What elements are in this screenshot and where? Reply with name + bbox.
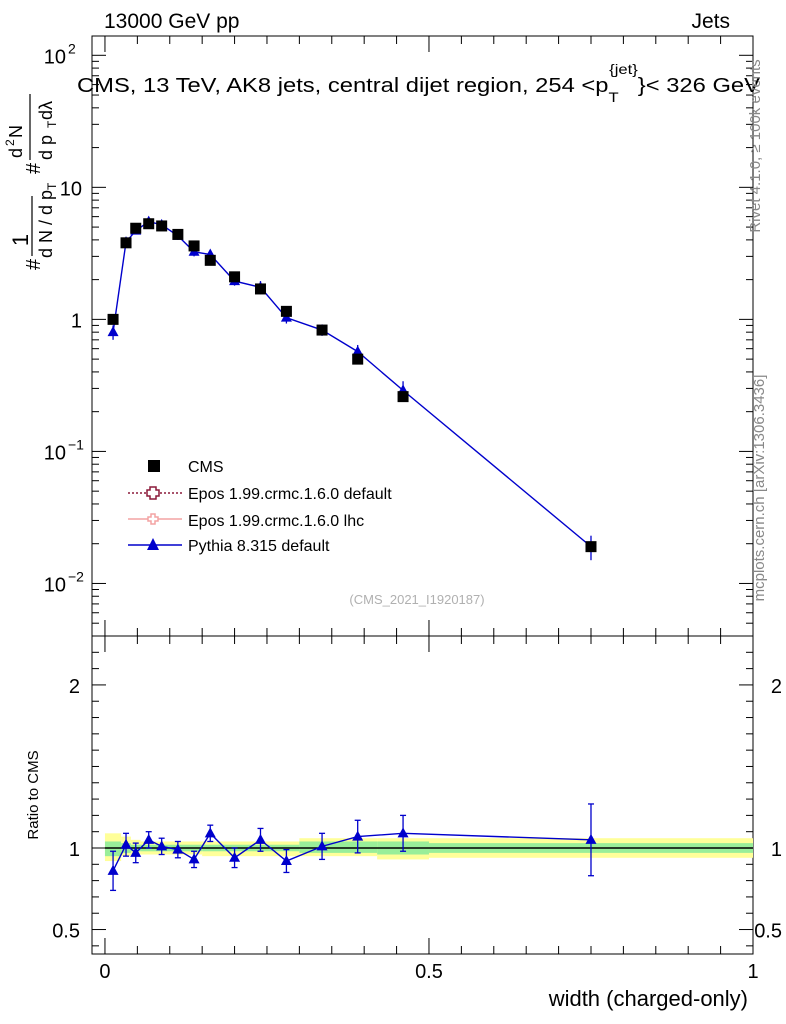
main-y-label: # 1 d N / d p T # d 2 N d p T d λ bbox=[3, 94, 59, 270]
svg-text:d: d bbox=[36, 110, 56, 120]
cms-point bbox=[204, 254, 216, 266]
ratio-point bbox=[143, 833, 155, 844]
y-tick-exponent: 2 bbox=[68, 40, 76, 56]
pythia-point bbox=[107, 326, 119, 337]
svg-text:T: T bbox=[45, 120, 59, 128]
x-tick-label: 0 bbox=[99, 961, 110, 983]
cms-point bbox=[352, 353, 364, 365]
ratio-point bbox=[585, 833, 597, 844]
svg-text:d N / d p: d N / d p bbox=[36, 190, 56, 258]
legend-entry-epos-lhc: Epos 1.99.crmc.1.6.0 lhc bbox=[128, 513, 364, 530]
ratio-y-tick-label-right: 2 bbox=[771, 676, 782, 698]
ratio-y-tick-label: 1 bbox=[69, 839, 80, 861]
main-title: CMS, 13 TeV, AK8 jets, central dijet reg… bbox=[77, 61, 761, 105]
svg-text:2: 2 bbox=[3, 139, 17, 146]
legend-entry-pythia: Pythia 8.315 default bbox=[128, 538, 330, 555]
ratio-point bbox=[316, 840, 328, 851]
header-right: Jets bbox=[691, 10, 730, 33]
ratio-axis: 0.5 0.5 1 1 2 2 0 0.5 1 bbox=[52, 636, 782, 983]
svg-text:d: d bbox=[6, 148, 26, 158]
svg-text:Pythia 8.315 default: Pythia 8.315 default bbox=[188, 538, 330, 555]
ratio-point bbox=[130, 846, 142, 857]
ratio-point bbox=[254, 833, 266, 844]
ratio-point bbox=[204, 827, 216, 838]
cms-point bbox=[156, 220, 168, 232]
ratio-y-label: Ratio to CMS bbox=[25, 750, 42, 839]
ratio-series bbox=[107, 803, 597, 892]
ratio-point bbox=[397, 827, 409, 838]
ratio-point bbox=[107, 864, 119, 875]
y-tick-label: 10 bbox=[44, 46, 66, 68]
main-series bbox=[107, 215, 597, 561]
ratio-y-tick-label: 2 bbox=[69, 676, 80, 698]
y-tick-exponent: −1 bbox=[68, 436, 84, 452]
svg-text:λ: λ bbox=[36, 101, 56, 110]
mcplots-label: mcplots.cern.ch [arXiv:1306.3436] bbox=[751, 375, 768, 602]
svg-text:#: # bbox=[23, 258, 45, 270]
cms-point bbox=[188, 240, 200, 252]
ratio-y-tick-label: 0.5 bbox=[52, 921, 80, 943]
svg-text:Epos 1.99.crmc.1.6.0 default: Epos 1.99.crmc.1.6.0 default bbox=[188, 486, 392, 503]
uncertainty-band-inner bbox=[104, 841, 122, 857]
analysis-watermark: (CMS_2021_I1920187) bbox=[349, 592, 484, 607]
legend-entry-cms: CMS bbox=[148, 459, 224, 476]
cms-point bbox=[172, 228, 184, 240]
svg-text:T: T bbox=[45, 182, 59, 190]
ratio-frame bbox=[91, 635, 754, 955]
ratio-point bbox=[156, 840, 168, 851]
ratio-y-tick-label-right: 0.5 bbox=[754, 921, 782, 943]
ratio-point bbox=[120, 838, 132, 849]
cms-point bbox=[316, 324, 328, 336]
svg-text:N: N bbox=[6, 125, 26, 138]
cms-point bbox=[229, 271, 241, 283]
ratio-point bbox=[188, 853, 200, 864]
svg-text:Epos 1.99.crmc.1.6.0 lhc: Epos 1.99.crmc.1.6.0 lhc bbox=[188, 513, 364, 530]
svg-text:1: 1 bbox=[8, 234, 33, 246]
cms-point bbox=[280, 305, 292, 317]
svg-text:d p: d p bbox=[36, 135, 56, 160]
x-tick-label: 1 bbox=[747, 961, 758, 983]
uncertainty-band-inner bbox=[299, 841, 378, 853]
svg-text:CMS: CMS bbox=[188, 459, 224, 476]
header-left: 13000 GeV pp bbox=[104, 10, 239, 33]
svg-text:#: # bbox=[23, 162, 45, 174]
legend-entry-epos-default: Epos 1.99.crmc.1.6.0 default bbox=[128, 486, 392, 503]
x-tick-label: 0.5 bbox=[415, 961, 443, 983]
cms-point bbox=[585, 541, 597, 553]
cms-point bbox=[107, 313, 119, 325]
rivet-label: Rivet 4.1.0, ≥ 100k events bbox=[747, 59, 764, 232]
x-axis-label: width (charged-only) bbox=[548, 986, 748, 1011]
y-tick-label: 1 bbox=[71, 310, 82, 332]
ratio-y-tick-label-right: 1 bbox=[771, 839, 782, 861]
ratio-point bbox=[229, 851, 241, 862]
cms-point bbox=[130, 222, 142, 234]
y-tick-label: 10 bbox=[44, 574, 66, 596]
cms-point bbox=[254, 283, 266, 295]
cms-point bbox=[397, 391, 409, 403]
pythia-point bbox=[352, 345, 364, 356]
legend: CMS Epos 1.99.crmc.1.6.0 default Epos 1.… bbox=[128, 459, 392, 555]
ratio-point bbox=[172, 843, 184, 854]
y-tick-label: 10 bbox=[44, 442, 66, 464]
ratio-point bbox=[352, 830, 364, 841]
cms-point bbox=[143, 218, 155, 230]
y-tick-label: 10 bbox=[60, 178, 82, 200]
y-tick-exponent: −2 bbox=[68, 568, 84, 584]
cms-point bbox=[120, 237, 132, 249]
ratio-point bbox=[280, 855, 292, 866]
